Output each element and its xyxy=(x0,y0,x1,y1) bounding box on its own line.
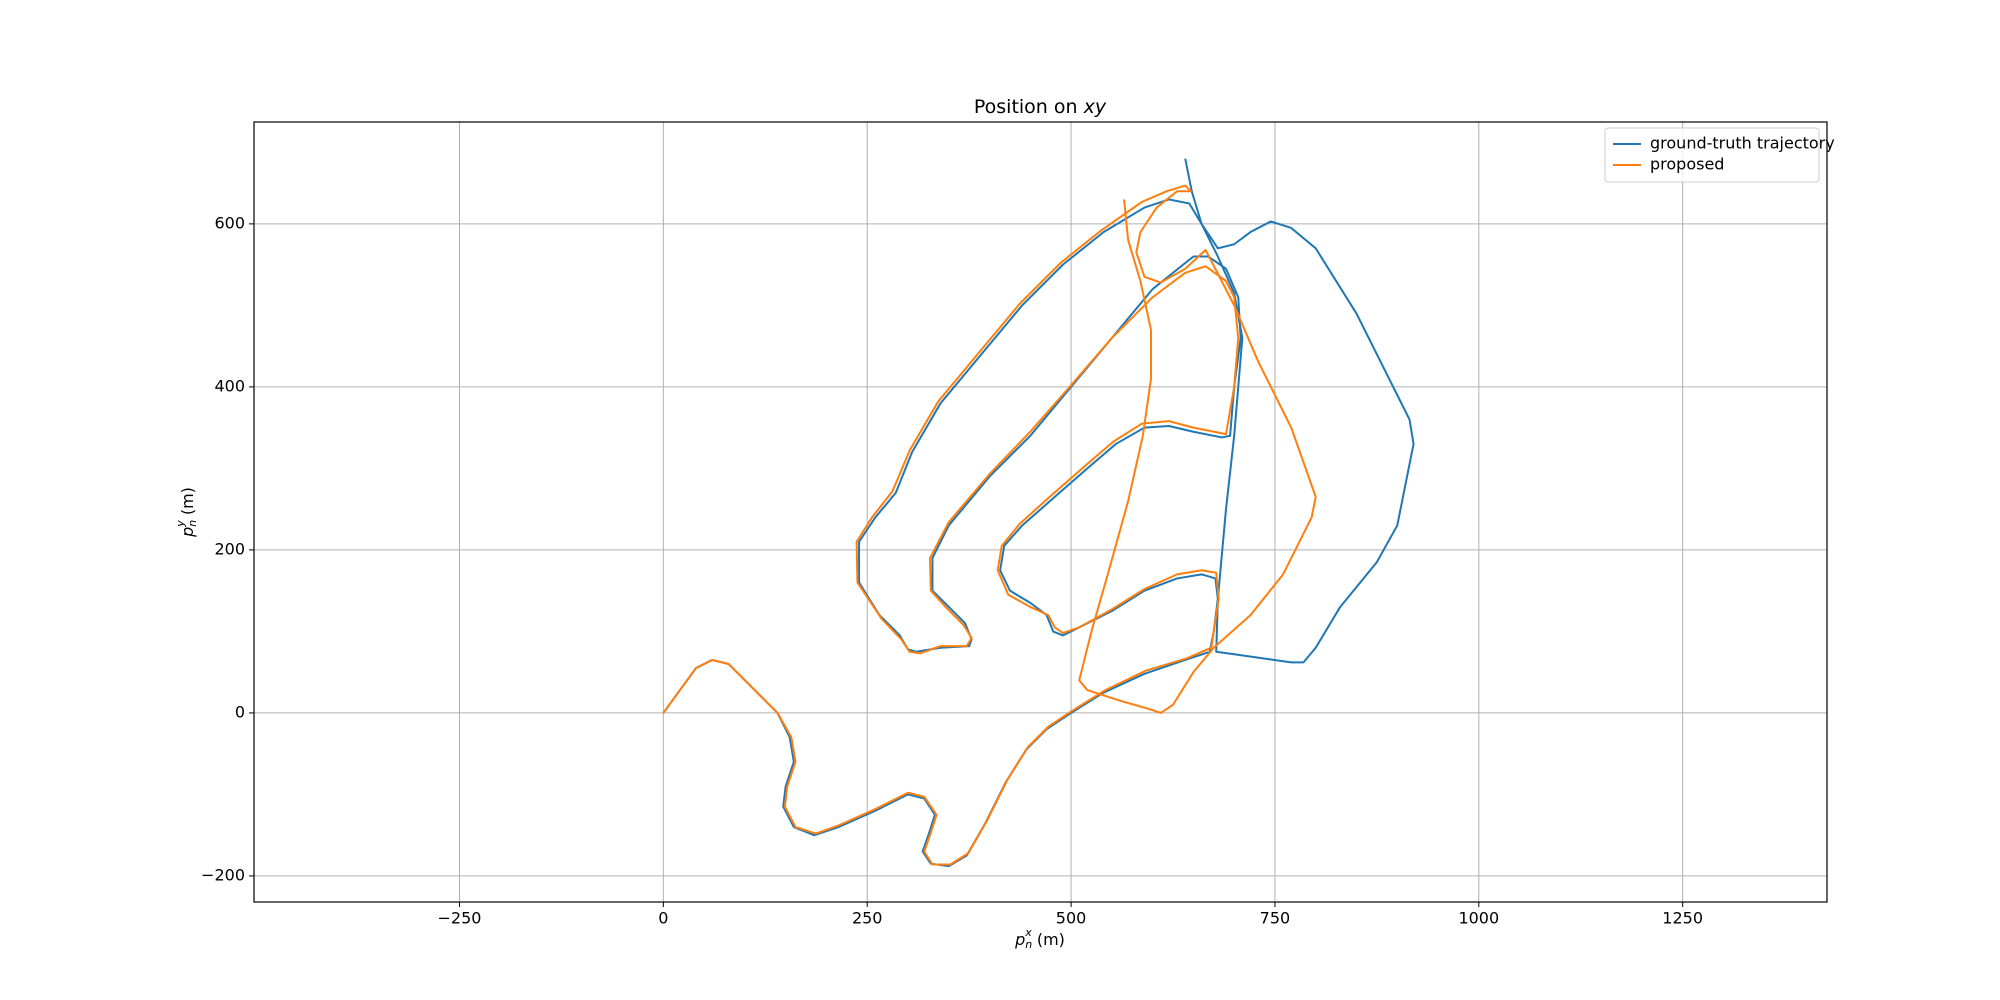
x-label-sup: x xyxy=(1024,926,1032,939)
trajectory-line xyxy=(662,158,1415,868)
trajectory-line xyxy=(662,184,1317,866)
x-label-sub: n xyxy=(1025,938,1032,951)
y-tick-label: −200 xyxy=(201,865,245,884)
x-tick-label: 250 xyxy=(852,909,883,928)
x-tick-label: −250 xyxy=(438,909,482,928)
y-tick-label: 200 xyxy=(214,539,245,558)
legend-label: ground-truth trajectory xyxy=(1650,134,1835,153)
x-axis-label: pnx (m) xyxy=(1014,926,1065,951)
x-tick-label: 0 xyxy=(658,909,668,928)
y-tick-label: 400 xyxy=(214,376,245,395)
legend-label: proposed xyxy=(1650,155,1724,174)
x-tick-label: 1000 xyxy=(1458,909,1499,928)
y-tick-label: 0 xyxy=(235,702,245,721)
title-text: Position on xyxy=(974,96,1084,118)
plot-frame xyxy=(253,121,1828,903)
y-label-sup: y xyxy=(174,520,187,528)
x-label-base: p xyxy=(1014,930,1025,949)
x-tick-label: 500 xyxy=(1056,909,1087,928)
y-label-unit: (m) xyxy=(178,487,197,520)
y-tick-label: 600 xyxy=(214,213,245,232)
y-label-base: p xyxy=(178,527,197,538)
y-label-sub: n xyxy=(186,520,199,527)
x-label-unit: (m) xyxy=(1032,930,1065,949)
title-italic: xy xyxy=(1083,96,1107,118)
legend: ground-truth trajectory proposed xyxy=(1604,127,1835,183)
x-tick-label: 750 xyxy=(1260,909,1291,928)
x-tick-label: 1250 xyxy=(1662,909,1703,928)
legend-box xyxy=(1604,127,1820,183)
y-axis-label: pny (m) xyxy=(174,487,199,538)
chart-title: Position on xy xyxy=(974,96,1107,118)
